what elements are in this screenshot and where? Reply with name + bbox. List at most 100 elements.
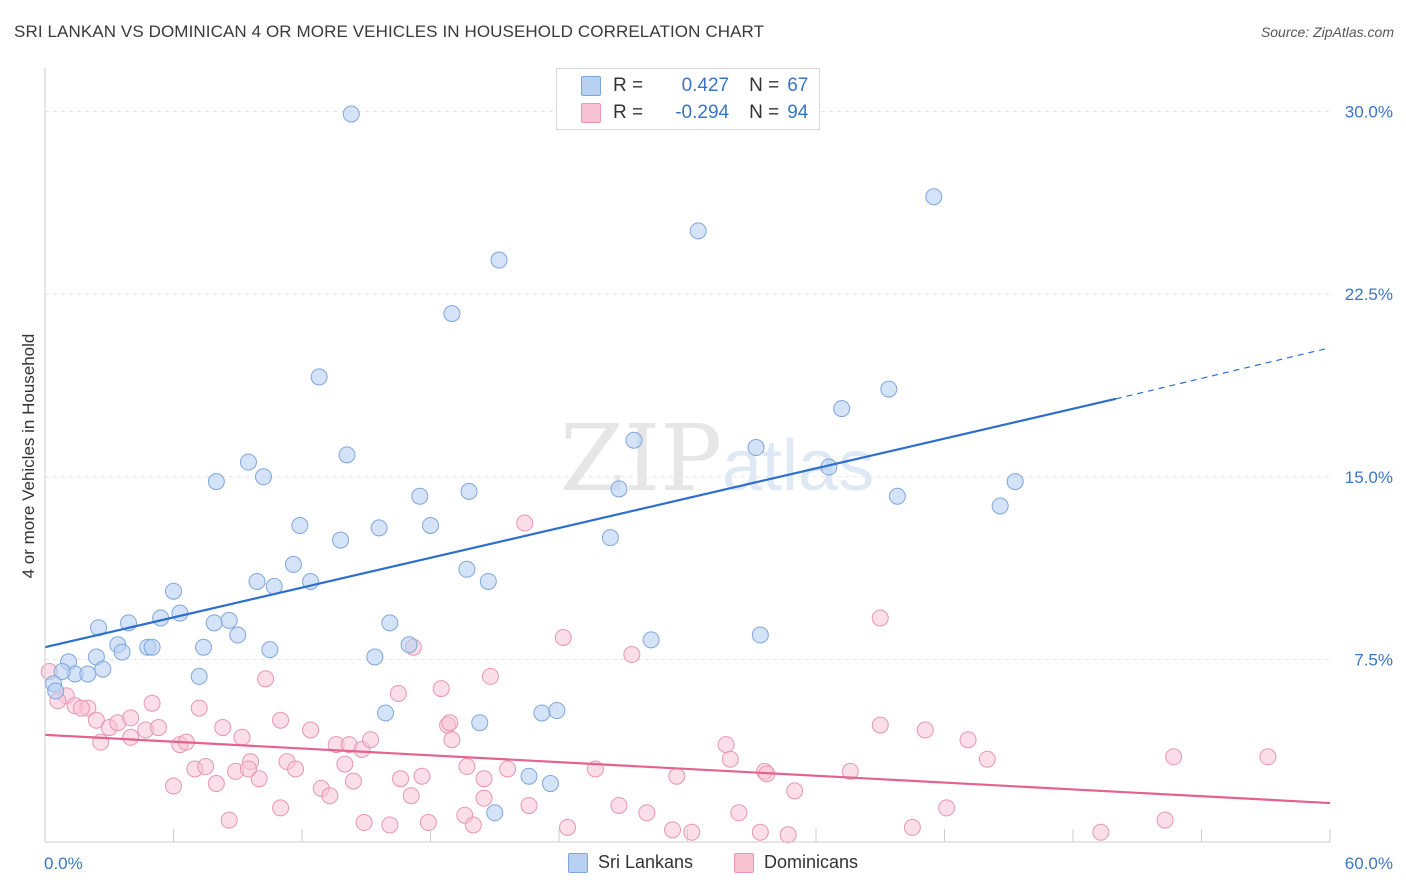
- r-label: R =: [613, 75, 644, 96]
- trend-lines: [44, 347, 1331, 805]
- sri-lankans-point: [254, 468, 272, 486]
- dominicans-point: [150, 719, 168, 737]
- correlation-legend: R = 0.427 N = 67 R = -0.294 N = 94: [556, 68, 820, 130]
- dominicans-point: [520, 796, 538, 814]
- dominicans-point: [122, 728, 140, 746]
- n-value-sri-lankans: 67: [787, 75, 809, 96]
- sri-lankans-point: [113, 643, 131, 661]
- dominicans-point: [272, 711, 290, 729]
- sri-lankans-point: [143, 638, 161, 656]
- watermark-zip: ZIP: [560, 405, 722, 512]
- dominicans-trend-line: [44, 733, 1331, 805]
- dominicans-point: [610, 796, 628, 814]
- grid-lines: 7.5% 15.0% 22.5% 30.0%: [45, 103, 1393, 669]
- dominicans-point: [432, 680, 450, 698]
- dominicans-point: [402, 787, 420, 805]
- watermark-atlas: atlas: [722, 426, 874, 506]
- sri-lankans-point: [381, 614, 399, 632]
- sri-lankans-point: [880, 380, 898, 398]
- axes: 0.0% 60.0%: [44, 68, 1393, 873]
- sri-lankans-point: [165, 582, 182, 600]
- sri-lankans-trend-extension: [1115, 347, 1331, 400]
- sri-lankans-point: [342, 105, 360, 123]
- dominicans-point: [233, 728, 251, 746]
- sri-lankans-point: [207, 473, 225, 491]
- dominicans-point: [1092, 823, 1110, 841]
- sri-lankans-point: [751, 626, 769, 644]
- sri-lankans-point: [479, 572, 497, 590]
- sri-lankans-point: [291, 516, 309, 534]
- dominicans-point: [443, 731, 461, 749]
- legend-row-sri-lankans: R = 0.427 N = 67: [581, 73, 808, 99]
- dominicans-point: [302, 721, 320, 739]
- sri-lankans-point: [458, 560, 476, 578]
- dominicans-point: [871, 716, 889, 734]
- sri-lankans-point: [689, 222, 707, 240]
- dominicans-point: [751, 823, 769, 841]
- sri-lankans-point: [205, 614, 223, 632]
- dominicans-point: [916, 721, 934, 739]
- n-label: N =: [749, 75, 780, 96]
- sri-lankans-point: [94, 660, 112, 678]
- dominicans-point: [938, 799, 956, 817]
- sri-lankans-point: [171, 604, 189, 622]
- dominicans-point: [481, 667, 499, 685]
- sri-lankans-point: [1006, 473, 1024, 491]
- dominicans-point: [779, 826, 797, 844]
- dominicans-point: [207, 775, 225, 793]
- sri-lankans-point: [991, 497, 1009, 515]
- dominicans-point: [668, 767, 686, 785]
- dominicans-point: [336, 755, 354, 773]
- r-label: R =: [613, 102, 644, 123]
- sri-lankans-point: [194, 638, 212, 656]
- sri-lankans-point: [248, 572, 266, 590]
- sri-lankans-point: [422, 516, 439, 534]
- dominicans-point: [903, 818, 921, 836]
- y-tick-label: 30.0%: [1345, 103, 1393, 122]
- legend-row-dominicans: R = -0.294 N = 94: [581, 100, 808, 126]
- dominicans-point: [638, 804, 656, 822]
- y-tick-label: 15.0%: [1345, 468, 1393, 487]
- y-tick-label: 22.5%: [1345, 285, 1393, 304]
- dominicans-point: [664, 821, 682, 839]
- sri-lankans-point: [400, 636, 418, 654]
- dominicans-points: [40, 514, 1277, 844]
- dominicans-point: [683, 823, 701, 841]
- dominicans-point: [959, 731, 977, 749]
- dominicans-point: [419, 814, 437, 832]
- sri-lankans-point: [747, 439, 765, 457]
- sri-lankans-point: [443, 305, 461, 323]
- dominicans-point: [362, 731, 380, 749]
- dominicans-point: [344, 772, 362, 790]
- sri-lankans-points: [45, 105, 1024, 822]
- dominicans-point: [841, 762, 859, 780]
- dominicans-point: [458, 758, 476, 776]
- sri-lankans-point: [610, 480, 628, 498]
- dominicans-point: [272, 799, 290, 817]
- dominicans-point: [287, 760, 305, 778]
- dominicans-point: [1165, 748, 1183, 766]
- sri-lankans-point: [460, 482, 478, 500]
- sri-lankans-point: [370, 519, 388, 537]
- sri-lankans-point: [377, 704, 395, 722]
- legend-dominicans: Dominicans: [734, 852, 858, 873]
- dominicans-point: [730, 804, 748, 822]
- sri-lankans-point: [261, 641, 279, 659]
- dominicans-point: [786, 782, 804, 800]
- dominicans-point: [721, 750, 739, 768]
- dominicans-point: [321, 787, 339, 805]
- sri-lankans-point: [625, 431, 643, 449]
- dominicans-point: [1156, 811, 1174, 829]
- dominicans-point: [717, 736, 735, 754]
- x-tick-label: 0.0%: [44, 854, 83, 873]
- dominicans-point: [122, 709, 140, 727]
- dominicans-point: [355, 814, 373, 832]
- dominicans-point: [413, 767, 431, 785]
- sri-lankans-point: [53, 663, 71, 681]
- n-label: N =: [749, 102, 780, 123]
- r-value-dominicans: -0.294: [675, 102, 730, 123]
- legend-sri-lankans: Sri Lankans: [568, 852, 693, 873]
- dominicans-point: [239, 760, 257, 778]
- dominicans-point: [554, 628, 572, 646]
- dominicans-point: [978, 750, 996, 768]
